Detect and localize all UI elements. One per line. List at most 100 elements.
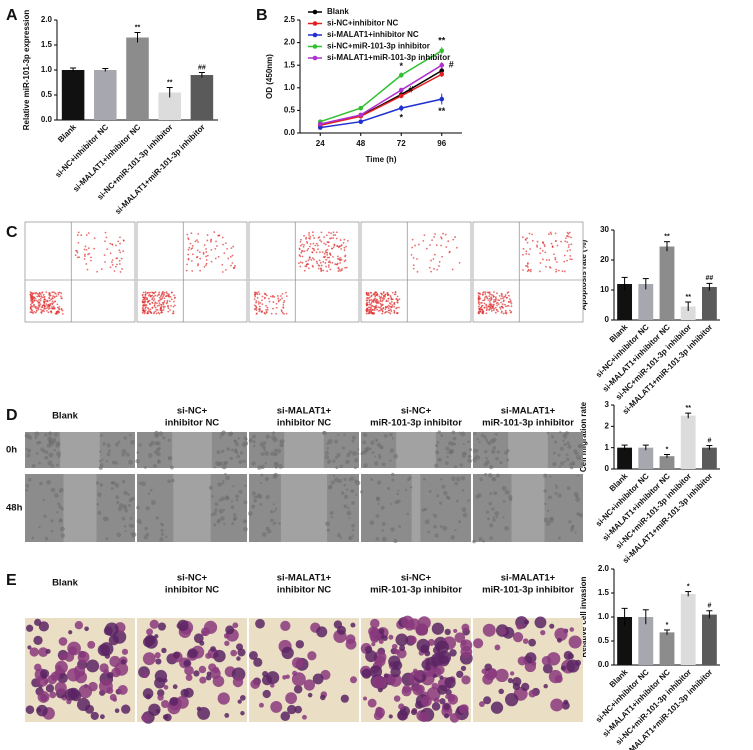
event-dot: [379, 297, 381, 300]
cell: [562, 439, 565, 443]
stained-cell: [461, 623, 470, 632]
stained-cell: [431, 702, 441, 711]
event-dot: [160, 298, 163, 300]
event-dot: [369, 291, 372, 294]
stained-cell: [550, 698, 564, 712]
event-dot: [366, 301, 369, 304]
cell: [236, 454, 241, 459]
stained-cell: [401, 686, 412, 697]
event-dot: [254, 295, 257, 298]
significance-label: **: [685, 405, 691, 412]
event-dot: [387, 300, 389, 303]
stained-cell: [142, 652, 156, 666]
stained-cell: [295, 640, 305, 649]
cell: [549, 517, 553, 521]
event-dot: [104, 231, 107, 234]
cell: [265, 434, 270, 439]
cell: [50, 487, 56, 493]
event-dot: [500, 293, 503, 296]
event-dot: [55, 295, 58, 298]
event-dot: [327, 266, 330, 268]
cell: [436, 494, 440, 498]
event-dot: [186, 263, 188, 266]
image: [360, 615, 473, 723]
event-dot: [118, 249, 121, 252]
event-dot: [445, 246, 448, 248]
event-dot: [144, 300, 147, 303]
stained-cell: [554, 627, 568, 641]
event-dot: [344, 266, 346, 269]
cell: [343, 483, 347, 487]
point: [398, 93, 404, 99]
event-dot: [372, 312, 375, 315]
event-dot: [339, 239, 342, 241]
cell: [570, 461, 576, 466]
event-dot: [301, 255, 304, 258]
event-dot: [258, 305, 261, 308]
event-dot: [255, 301, 257, 304]
event-dot: [504, 294, 507, 296]
event-dot: [173, 294, 175, 297]
event-dot: [154, 310, 157, 313]
stained-cell: [516, 623, 523, 630]
stained-cell: [87, 640, 96, 649]
event-dot: [170, 304, 172, 307]
cell: [220, 496, 226, 502]
event-dot: [162, 306, 165, 309]
cell: [160, 532, 165, 536]
event-dot: [380, 303, 383, 306]
stained-cell: [369, 665, 383, 678]
event-dot: [501, 295, 503, 298]
x-tick-label: 48: [356, 139, 365, 148]
cell: [347, 506, 350, 510]
stained-cell: [479, 701, 485, 707]
event-dot: [85, 234, 88, 236]
bar: [680, 593, 696, 665]
cell: [325, 450, 329, 455]
cell: [491, 507, 495, 511]
event-dot: [478, 310, 480, 313]
cell: [467, 454, 472, 459]
event-dot: [530, 268, 532, 271]
stained-cell: [108, 634, 120, 646]
stained-cell: [250, 679, 261, 689]
cell: [259, 482, 263, 485]
image: [360, 430, 473, 469]
cell: [460, 431, 466, 437]
event-dot: [146, 307, 149, 309]
cell: [26, 453, 31, 458]
bar: [61, 70, 85, 120]
event-dot: [539, 247, 542, 250]
event-dot: [507, 301, 510, 303]
cell: [140, 481, 146, 487]
event-dot: [478, 307, 481, 310]
cell: [35, 452, 39, 455]
event-dot: [40, 306, 43, 309]
stained-cell: [410, 709, 418, 716]
cell: [114, 461, 118, 465]
event-dot: [223, 252, 226, 255]
stained-cell: [473, 638, 484, 649]
stained-cell: [255, 618, 265, 629]
cell: [354, 466, 357, 470]
event-dot: [57, 311, 60, 314]
cell: [441, 484, 446, 489]
event-dot: [113, 270, 116, 272]
event-dot: [187, 253, 190, 256]
event-dot: [485, 306, 488, 309]
event-dot: [154, 301, 157, 304]
event-dot: [275, 302, 278, 305]
event-dot: [510, 311, 513, 313]
event-dot: [146, 298, 149, 301]
event-dot: [38, 304, 40, 306]
point: [358, 112, 364, 118]
cell: [149, 488, 153, 492]
x-tick-label: 24: [316, 139, 325, 148]
stained-cell: [121, 704, 131, 714]
event-dot: [87, 232, 90, 235]
stained-cell: [84, 626, 89, 632]
bar: [680, 415, 696, 469]
event-dot: [270, 312, 273, 315]
cell: [378, 455, 382, 459]
cell: [557, 453, 561, 457]
